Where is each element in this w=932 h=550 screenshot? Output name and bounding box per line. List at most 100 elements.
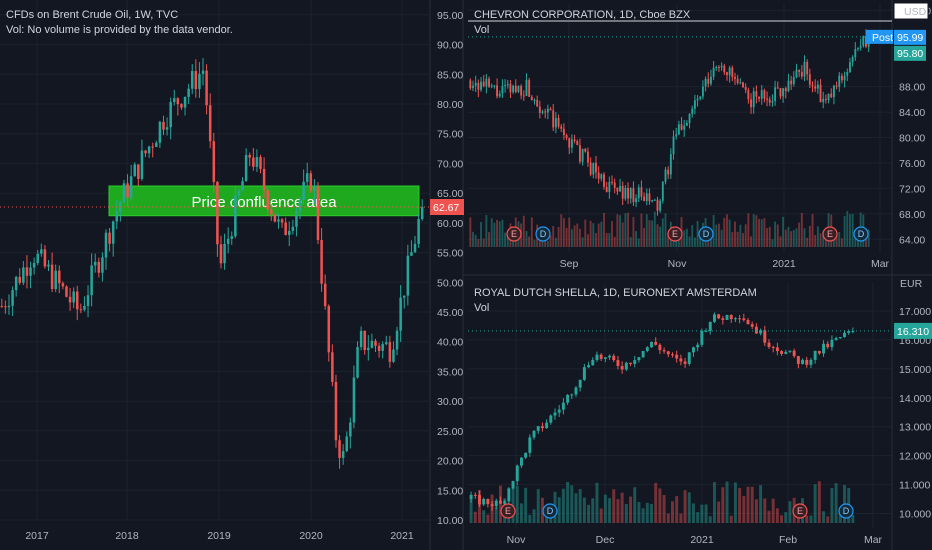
volume-bar bbox=[546, 240, 549, 247]
candle-body bbox=[216, 181, 219, 245]
candle-body bbox=[180, 104, 183, 108]
post-badge-text: Post bbox=[872, 32, 893, 44]
candle-body bbox=[685, 122, 688, 126]
candle-body bbox=[592, 162, 595, 175]
volume-bar bbox=[554, 237, 557, 247]
dividend-marker[interactable] bbox=[535, 226, 551, 242]
candle-body bbox=[701, 86, 704, 97]
candle-body bbox=[806, 61, 809, 75]
candle-body bbox=[664, 169, 667, 182]
candle-body bbox=[536, 426, 540, 431]
candle-body bbox=[736, 78, 739, 83]
earnings-marker[interactable] bbox=[506, 226, 522, 242]
volume-bar bbox=[725, 481, 729, 523]
y-tick-label: 80.00 bbox=[437, 99, 463, 111]
candle-body bbox=[140, 150, 144, 179]
candle-body bbox=[768, 99, 771, 103]
volume-bar bbox=[747, 213, 750, 247]
candle-body bbox=[363, 330, 366, 351]
candle-body bbox=[600, 174, 603, 179]
dividend-marker-label: D bbox=[547, 506, 554, 516]
candle-body bbox=[305, 173, 309, 182]
candle-body bbox=[68, 296, 72, 303]
candle-body bbox=[640, 187, 643, 197]
volume-bar bbox=[611, 221, 613, 247]
candle-body bbox=[843, 75, 846, 81]
shell-price-axis[interactable]: 10.00011.00012.00013.00014.00015.00016.0… bbox=[891, 275, 931, 550]
candle-body bbox=[675, 134, 678, 137]
y-tick-label: 60.00 bbox=[437, 218, 463, 230]
candle-body bbox=[241, 181, 244, 191]
candle-body bbox=[742, 318, 746, 321]
candle-body bbox=[838, 337, 842, 339]
volume-bar bbox=[754, 499, 758, 523]
y-tick-label: 17.000 bbox=[899, 306, 931, 318]
candle-body bbox=[501, 85, 504, 94]
candle-body bbox=[36, 253, 39, 263]
candle-body bbox=[90, 265, 93, 296]
candle-body bbox=[507, 488, 511, 502]
y-tick-label: 72.00 bbox=[899, 183, 925, 195]
volume-bar bbox=[522, 215, 525, 247]
candle-body bbox=[796, 356, 800, 364]
candle-body bbox=[61, 283, 65, 287]
dividend-marker[interactable] bbox=[698, 226, 714, 242]
candle-body bbox=[581, 148, 584, 162]
candle-body bbox=[849, 62, 851, 73]
y-tick-label: 80.00 bbox=[899, 133, 925, 145]
candle-body bbox=[18, 276, 22, 283]
earnings-marker[interactable] bbox=[822, 226, 838, 242]
volume-bar bbox=[822, 511, 826, 523]
candle-body bbox=[115, 211, 119, 222]
candle-body bbox=[493, 85, 496, 87]
chevron-time-axis[interactable]: Sep Nov 2021 Mar bbox=[560, 258, 890, 270]
candle-body bbox=[671, 354, 674, 356]
candle-body bbox=[345, 436, 349, 452]
volume-bar bbox=[587, 504, 591, 523]
earnings-marker[interactable] bbox=[667, 226, 683, 242]
volume-bar bbox=[595, 233, 597, 247]
candle-body bbox=[352, 377, 356, 423]
candle-body bbox=[309, 173, 313, 191]
candle-body bbox=[803, 61, 806, 77]
candle-body bbox=[687, 352, 691, 364]
candle-body bbox=[570, 394, 574, 396]
volume-bar bbox=[712, 482, 716, 523]
y-tick-label: 10.00 bbox=[437, 515, 463, 527]
dividend-marker[interactable] bbox=[542, 503, 558, 519]
volume-bar bbox=[830, 488, 834, 523]
dividend-marker[interactable] bbox=[853, 226, 869, 242]
candle-body bbox=[83, 305, 86, 310]
candle-body bbox=[485, 78, 488, 87]
candle-body bbox=[629, 188, 632, 199]
brent-time-axis[interactable]: 2017 2018 2019 2020 2021 bbox=[25, 530, 414, 542]
candle-body bbox=[226, 238, 230, 244]
shell-time-axis[interactable]: Nov Dec 2021 Feb Mar bbox=[507, 534, 883, 546]
candle-body bbox=[576, 141, 579, 146]
candle-body bbox=[734, 77, 736, 79]
dividend-marker[interactable] bbox=[838, 503, 854, 519]
candle-body bbox=[514, 85, 517, 92]
y-tick-label: 15.00 bbox=[437, 485, 463, 497]
volume-bar bbox=[538, 239, 541, 247]
candle-body bbox=[155, 142, 158, 147]
candle-body bbox=[776, 87, 779, 89]
candle-body bbox=[808, 74, 811, 85]
candle-body bbox=[532, 430, 536, 438]
volume-bar bbox=[693, 237, 696, 247]
volume-bar bbox=[738, 488, 742, 523]
candle-body bbox=[573, 139, 576, 142]
brent-price-axis[interactable]: 10.00 15.00 20.00 25.00 30.00 35.00 40.00 45.00… bbox=[429, 0, 463, 550]
volume-bar bbox=[739, 224, 742, 247]
x-tick-label: Mar bbox=[864, 534, 883, 546]
candle-body bbox=[498, 93, 501, 97]
candle-body bbox=[266, 190, 269, 210]
y-tick-label: 45.00 bbox=[437, 307, 463, 319]
volume-bar bbox=[600, 221, 603, 247]
volume-bar bbox=[817, 481, 821, 523]
candle-body bbox=[605, 187, 608, 192]
earnings-marker[interactable] bbox=[500, 503, 516, 519]
volume-bar bbox=[511, 481, 515, 523]
candle-body bbox=[47, 264, 50, 267]
earnings-marker[interactable] bbox=[792, 503, 808, 519]
